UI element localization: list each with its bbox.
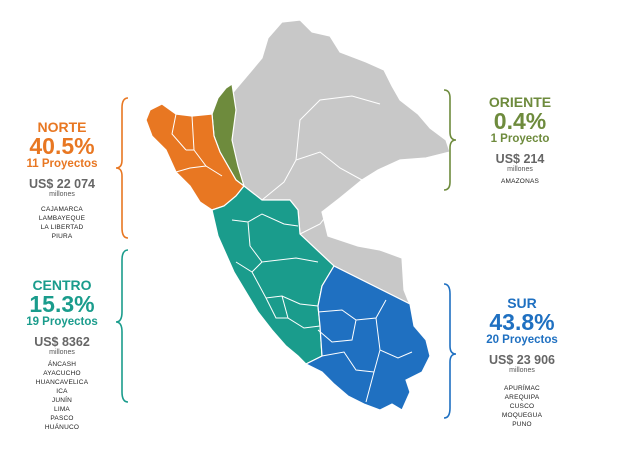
map-region-sur [304,265,431,411]
map-centro-borders [231,213,321,329]
region-sur-departments: APURÍMAC AREQUIPA CUSCO MOQUEGUA PUNO [470,384,574,429]
region-norte-projects: 11 Proyectos [26,158,98,170]
department-label: MOQUEGUA [501,412,543,419]
department-label: APURÍMAC [504,385,540,392]
department-label: HUÁNUCO [44,424,80,431]
region-oriente-departments: AMAZONAS [470,177,570,186]
region-centro-name: CENTRO [32,277,92,293]
region-oriente: ORIENTE 0.4% 1 Proyecto US$ 214 millones… [470,95,570,186]
map-sur-borders [317,299,413,403]
department-label: LA LIBERTAD [40,224,84,231]
brace-centro [115,249,129,403]
department-label: AMAZONAS [500,178,540,185]
department-label: AYACUCHO [43,370,81,377]
brace-sur [443,283,457,419]
region-sur: SUR 43.8% 20 Proyectos US$ 23 906 millon… [470,296,574,429]
region-sur-name: SUR [507,295,537,311]
region-norte-unit: millones [49,191,75,198]
region-norte-name: NORTE [37,119,87,135]
region-norte-amount: US$ 22 074 [28,176,96,191]
department-label: CUSCO [509,403,535,410]
department-label: JUNÍN [51,397,73,404]
map-norte-borders [171,113,223,177]
region-norte: NORTE 40.5% 11 Proyectos US$ 22 074 mill… [14,120,110,241]
region-oriente-unit: millones [507,166,533,173]
region-centro: CENTRO 15.3% 19 Proyectos US$ 8362 millo… [14,278,110,432]
department-label: LAMBAYEQUE [38,215,86,222]
region-centro-amount: US$ 8362 [34,334,90,349]
department-label: HUANCAVELICA [35,379,89,386]
region-sur-amount: US$ 23 906 [488,352,556,367]
region-oriente-amount: US$ 214 [495,151,545,166]
region-oriente-projects: 1 Proyecto [490,133,550,145]
department-label: LIMA [54,406,70,413]
department-label: CAJAMARCA [41,206,83,213]
map-base-borders [261,95,381,235]
region-oriente-percent: 0.4% [493,108,547,134]
brace-oriente [443,89,457,191]
department-label: ÁNCASH [47,361,77,368]
department-label: PIURA [51,233,73,240]
brace-norte [115,97,129,239]
department-label: PASCO [50,415,74,422]
region-sur-percent: 43.8% [489,309,555,335]
region-oriente-name: ORIENTE [488,94,552,110]
region-norte-departments: CAJAMARCA LAMBAYEQUE LA LIBERTAD PIURA [14,205,110,241]
department-label: PUNO [512,421,532,428]
region-sur-projects: 20 Proyectos [486,334,558,346]
region-centro-unit: millones [49,349,75,356]
department-label: AREQUIPA [504,394,540,401]
region-sur-unit: millones [509,367,535,374]
region-centro-departments: ÁNCASH AYACUCHO HUANCAVELICA ICA JUNÍN L… [14,360,110,432]
region-centro-projects: 19 Proyectos [26,316,98,328]
region-centro-percent: 15.3% [29,291,95,317]
region-norte-percent: 40.5% [29,133,95,159]
department-label: ICA [56,388,68,395]
